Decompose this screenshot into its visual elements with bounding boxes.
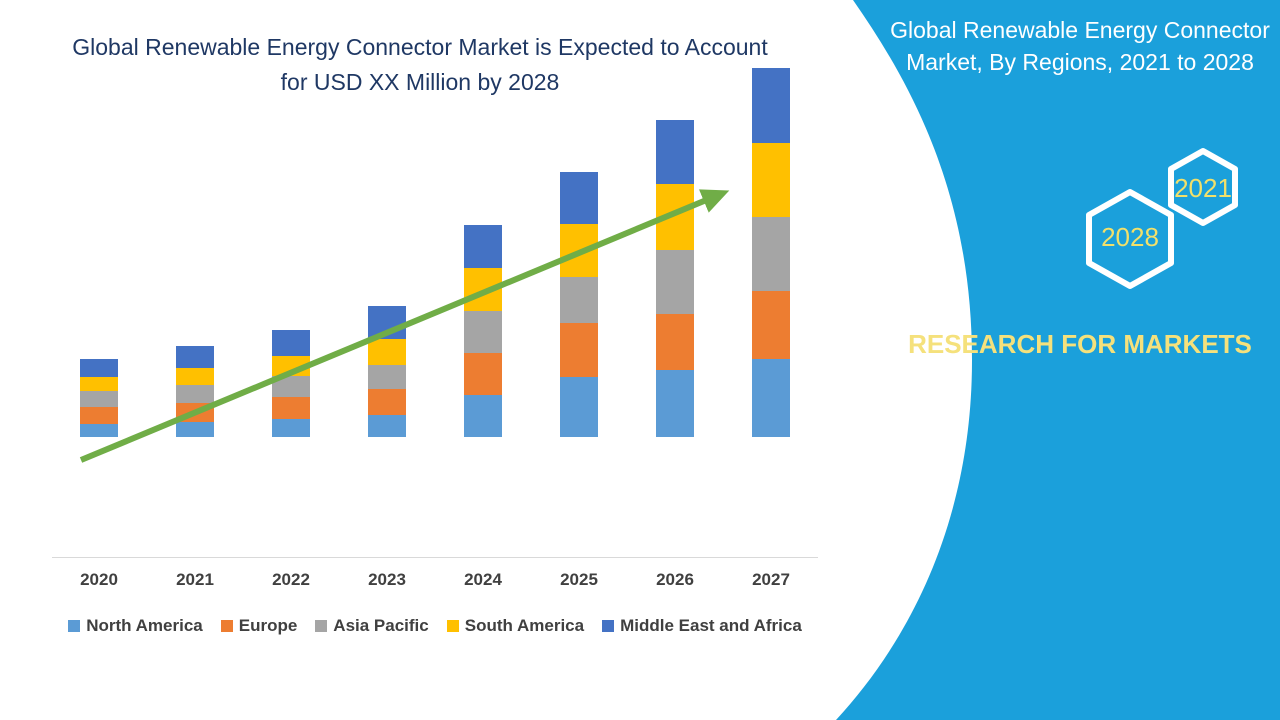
- bar-segment: [368, 339, 406, 365]
- hexagon-2021-label: 2021: [1174, 173, 1232, 203]
- bar-segment: [464, 353, 502, 395]
- legend-item[interactable]: North America: [68, 616, 203, 636]
- x-axis-line: [52, 557, 818, 558]
- chart-area: Global Renewable Energy Connector Market…: [50, 34, 820, 636]
- bar-segment: [80, 377, 118, 391]
- bar-stack-2020: [80, 359, 118, 437]
- bar-segment: [656, 120, 694, 184]
- bar-segment: [752, 68, 790, 143]
- chart-title: Global Renewable Energy Connector Market…: [72, 34, 768, 95]
- x-tick-2025: 2025: [560, 570, 598, 589]
- hexagon-2028-label: 2028: [1101, 222, 1159, 252]
- bar-stack-2023: [368, 306, 406, 437]
- x-tick-2023: 2023: [368, 570, 406, 589]
- bar-segment: [656, 370, 694, 437]
- bar-segment: [656, 184, 694, 250]
- bar-stack-2025: [560, 172, 598, 437]
- bar-segment: [560, 323, 598, 377]
- legend-swatch-icon: [315, 620, 328, 632]
- chart-legend: North America Europe Asia Pacific South Ame…: [50, 616, 820, 636]
- brand-name: RESEARCH FOR MARKETS: [908, 329, 1252, 359]
- bar-segment: [752, 291, 790, 359]
- x-tick-2026: 2026: [656, 570, 694, 589]
- bar-segment: [656, 314, 694, 370]
- bar-segment: [176, 346, 214, 368]
- bar-segment: [80, 359, 118, 377]
- x-tick-2020: 2020: [80, 570, 118, 589]
- hexagon-group: 2021 2028: [980, 145, 1280, 290]
- hexagon-2021-outline: [1168, 148, 1238, 226]
- bar-segment: [656, 250, 694, 314]
- bar-segment: [272, 330, 310, 356]
- legend-item[interactable]: Europe: [220, 616, 298, 636]
- legend-item[interactable]: Asia Pacific: [315, 616, 429, 636]
- bar-segment: [464, 225, 502, 268]
- hexagons-svg: [1086, 148, 1238, 289]
- bar-segment: [752, 143, 790, 217]
- bar-stack-2027: [752, 68, 790, 437]
- bar-segment: [272, 356, 310, 376]
- bar-segment: [272, 397, 310, 419]
- legend-label: South America: [464, 616, 585, 635]
- bar-segment: [560, 277, 598, 323]
- legend-swatch-icon: [220, 620, 233, 632]
- x-tick-2021: 2021: [176, 570, 214, 589]
- legend-swatch-icon: [446, 620, 459, 632]
- bar-segment: [368, 389, 406, 415]
- panel-title: Global Renewable Energy Connector Market…: [890, 17, 1270, 75]
- bar-segment: [176, 368, 214, 385]
- hexagon-2028-outline: [1086, 189, 1174, 289]
- legend-swatch-icon: [602, 620, 615, 632]
- legend-label: Asia Pacific: [333, 616, 429, 635]
- bar-stack-2026: [656, 120, 694, 437]
- bar-segment: [80, 424, 118, 437]
- legend-item[interactable]: Middle East and Africa: [602, 616, 802, 636]
- legend-label: Europe: [238, 616, 298, 635]
- legend-swatch-icon: [68, 620, 81, 632]
- bar-segment: [176, 422, 214, 437]
- bar-segment: [560, 224, 598, 277]
- bar-segment: [176, 385, 214, 403]
- x-tick-2027: 2027: [752, 570, 790, 589]
- bar-segment: [464, 395, 502, 437]
- growth-arrow-svg: [79, 189, 730, 463]
- bar-segment: [368, 415, 406, 437]
- bar-segment: [752, 359, 790, 437]
- bar-segment: [368, 365, 406, 389]
- bar-segment: [80, 407, 118, 424]
- x-tick-2022: 2022: [272, 570, 310, 589]
- legend-item[interactable]: South America: [446, 616, 585, 636]
- bar-segment: [176, 403, 214, 422]
- bar-segment: [560, 377, 598, 437]
- bar-segment: [464, 268, 502, 311]
- plot-region: [52, 68, 818, 558]
- right-panel: Global Renewable Energy Connector Market…: [880, 0, 1280, 720]
- bar-segment: [560, 172, 598, 224]
- bar-segment: [272, 419, 310, 437]
- bar-segment: [752, 217, 790, 291]
- bar-segment: [272, 376, 310, 397]
- bar-segment: [464, 311, 502, 353]
- legend-label: Middle East and Africa: [620, 616, 802, 635]
- x-tick-2024: 2024: [464, 570, 502, 589]
- bar-segment: [368, 306, 406, 339]
- bar-stack-2024: [464, 225, 502, 437]
- bar-segment: [80, 391, 118, 407]
- bar-stack-2021: [176, 346, 214, 437]
- legend-label: North America: [86, 616, 203, 635]
- bar-stack-2022: [272, 330, 310, 437]
